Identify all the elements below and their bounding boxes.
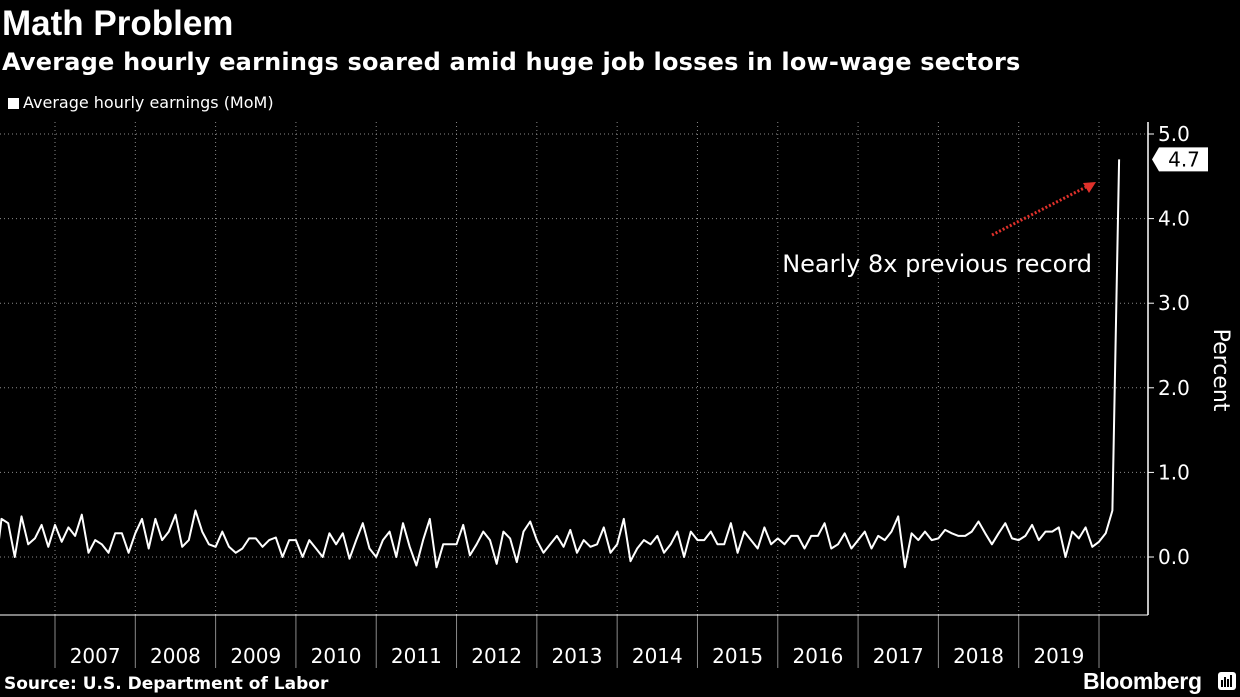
x-year-label: 2011 xyxy=(391,644,442,668)
y-tick-label: 0.0 xyxy=(1158,545,1190,569)
last-value-label: 4.7 xyxy=(1168,147,1200,171)
chart-title: Math Problem xyxy=(2,4,234,43)
x-year-label: 2012 xyxy=(471,644,522,668)
y-axis-label: Percent xyxy=(1208,329,1233,412)
legend: Average hourly earnings (MoM) xyxy=(8,93,274,113)
x-year-label: 2013 xyxy=(552,644,603,668)
x-year-label: 2018 xyxy=(953,644,1004,668)
brand-logo: Bloomberg xyxy=(1083,668,1202,694)
x-year-label: 2017 xyxy=(873,644,924,668)
chart-subtitle: Average hourly earnings soared amid huge… xyxy=(2,48,1021,76)
x-year-label: 2008 xyxy=(150,644,201,668)
annotation-arrow xyxy=(991,184,1089,237)
y-tick-label: 4.0 xyxy=(1158,207,1190,231)
legend-swatch xyxy=(8,97,19,109)
x-year-label: 2009 xyxy=(230,644,281,668)
annotation-arrowhead xyxy=(1083,182,1096,193)
annotation-layer: 4.7 Nearly 8x previous record xyxy=(782,147,1208,278)
series-layer xyxy=(0,159,1121,569)
y-tick-label: 5.0 xyxy=(1158,122,1190,146)
last-value-tag xyxy=(1152,147,1208,172)
x-year-label: 2007 xyxy=(70,644,121,668)
x-year-label: 2016 xyxy=(792,644,843,668)
bloomberg-terminal-icon xyxy=(1218,672,1236,690)
y-tick-label: 3.0 xyxy=(1158,291,1190,315)
legend-label: Average hourly earnings (MoM) xyxy=(23,93,274,112)
y-tick-label: 2.0 xyxy=(1158,376,1190,400)
x-year-label: 2015 xyxy=(712,644,763,668)
y-tick-label: 1.0 xyxy=(1158,460,1190,484)
source-note: Source: U.S. Department of Labor xyxy=(4,674,329,694)
series-line xyxy=(0,159,1121,569)
x-year-label: 2014 xyxy=(632,644,683,668)
grid xyxy=(0,122,1148,615)
annotation-text: Nearly 8x previous record xyxy=(782,250,1092,278)
axes: 5.0 4.0 3.0 2.0 1.0 0.0 2007 2008 2009 2010 2011 20… xyxy=(0,122,1233,668)
x-year-label: 2010 xyxy=(311,644,362,668)
x-year-label: 2019 xyxy=(1033,644,1084,668)
